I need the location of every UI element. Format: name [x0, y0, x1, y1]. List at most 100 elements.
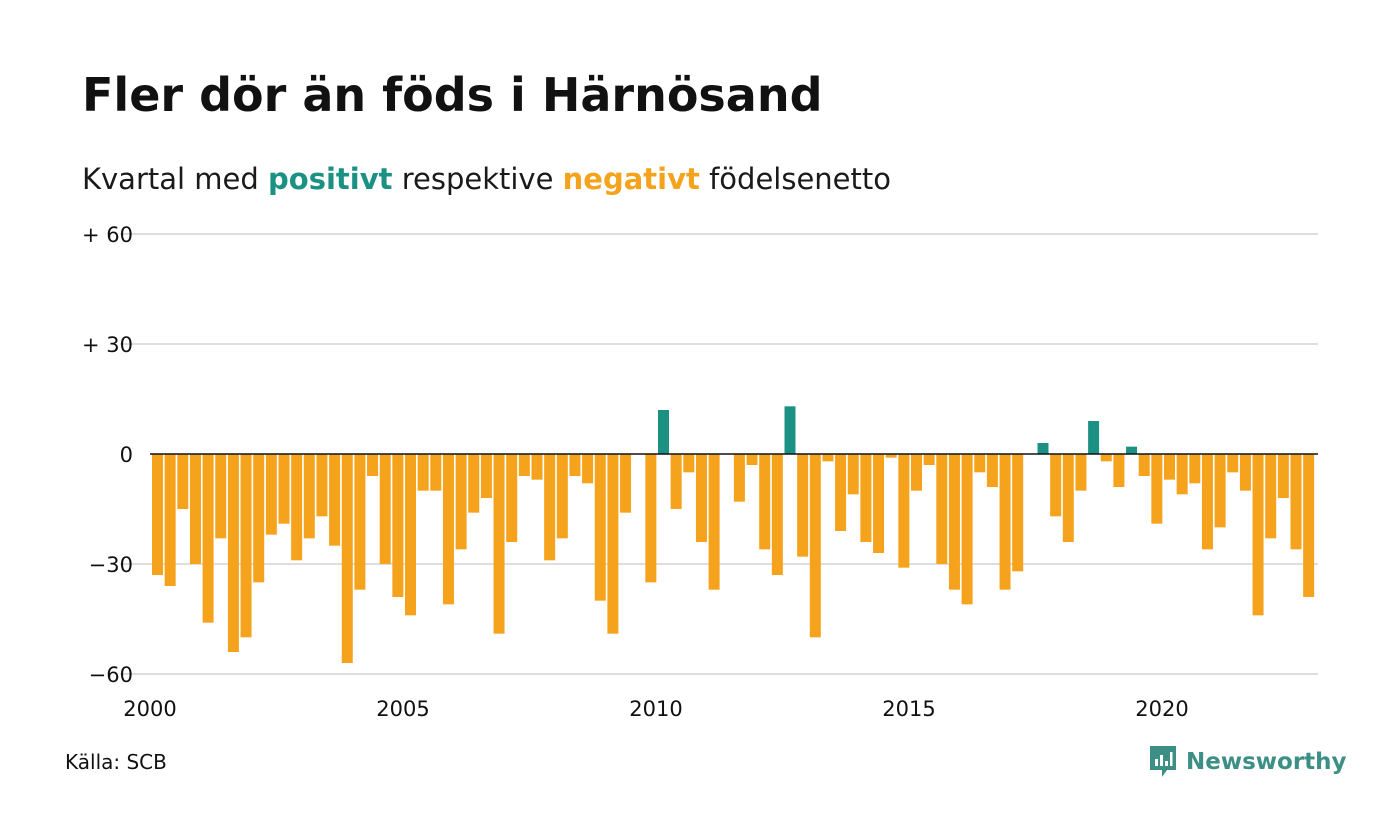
x-tick-label: 2010	[629, 697, 682, 721]
bar-negative	[1277, 454, 1289, 498]
bar-negative	[860, 454, 872, 542]
bar-negative	[1100, 454, 1112, 462]
x-tick-label: 2005	[376, 697, 429, 721]
bar-negative	[936, 454, 948, 564]
bar-negative	[923, 454, 935, 465]
bar-negative	[1290, 454, 1302, 550]
bar-negative	[1214, 454, 1226, 528]
bar-negative	[265, 454, 277, 535]
brand-logo[interactable]: Newsworthy	[1148, 744, 1347, 780]
bar-negative	[759, 454, 771, 550]
bar-negative	[506, 454, 518, 542]
chart-title: Fler dör än föds i Härnösand	[82, 68, 823, 122]
bars	[152, 406, 1315, 663]
x-tick-label: 2020	[1135, 697, 1188, 721]
bar-negative	[354, 454, 366, 590]
bar-negative	[417, 454, 429, 491]
x-tick-label: 2015	[882, 697, 935, 721]
bar-negative	[986, 454, 998, 487]
bar-negative	[202, 454, 214, 623]
x-axis-tick-labels: 2000 2005 2010 2015 2020	[123, 697, 1188, 721]
bar-negative	[898, 454, 910, 568]
bar-negative	[493, 454, 505, 634]
y-tick-label: + 30	[82, 333, 133, 357]
bar-negative	[1062, 454, 1074, 542]
x-tick-label: 2000	[123, 697, 176, 721]
source-note: Källa: SCB	[65, 750, 167, 774]
brand-name: Newsworthy	[1186, 749, 1347, 775]
bar-negative	[1227, 454, 1239, 473]
bar-negative	[379, 454, 391, 564]
subtitle-negative: negativt	[562, 162, 700, 196]
bar-negative	[1252, 454, 1264, 616]
bar-negative	[1239, 454, 1251, 491]
bar-negative	[746, 454, 758, 465]
newsworthy-logo-icon	[1150, 746, 1176, 777]
bar-negative	[620, 454, 632, 513]
bar-negative	[1164, 454, 1175, 480]
bar-negative	[670, 454, 682, 509]
bar-positive	[784, 406, 796, 454]
bar-negative	[948, 454, 960, 590]
bar-negative	[873, 454, 885, 553]
bar-negative	[341, 454, 353, 663]
bar-negative	[367, 454, 379, 476]
bar-negative	[607, 454, 619, 634]
bar-negative	[847, 454, 859, 495]
bar-negative	[152, 454, 163, 575]
bar-negative	[822, 454, 834, 462]
bar-negative	[835, 454, 847, 531]
bar-negative	[215, 454, 227, 539]
y-tick-label: −30	[89, 553, 133, 577]
y-tick-label: + 60	[82, 223, 133, 247]
bar-negative	[1265, 454, 1277, 539]
bar-negative	[392, 454, 404, 597]
bar-negative	[708, 454, 720, 590]
bar-negative	[1189, 454, 1201, 484]
bar-positive	[1088, 421, 1100, 454]
bar-negative	[1050, 454, 1062, 517]
bar-negative	[1201, 454, 1213, 550]
bar-negative	[329, 454, 341, 546]
bar-negative	[885, 454, 897, 458]
bar-negative	[556, 454, 568, 539]
bar-negative	[531, 454, 543, 480]
bar-negative	[569, 454, 581, 476]
bar-negative	[733, 454, 745, 502]
bar-negative	[1176, 454, 1188, 495]
chart-subtitle: Kvartal med positivt respektive negativt…	[82, 162, 891, 196]
y-axis-tick-labels: + 60 + 30 0 −30 −60	[82, 223, 133, 687]
bar-negative	[911, 454, 922, 491]
bar-negative	[683, 454, 695, 473]
bar-negative	[974, 454, 986, 473]
bar-negative	[1012, 454, 1024, 572]
bar-negative	[442, 454, 454, 605]
bar-negative	[1151, 454, 1163, 524]
bar-negative	[303, 454, 315, 539]
bar-negative	[316, 454, 328, 517]
bar-negative	[1138, 454, 1150, 476]
bar-negative	[405, 454, 416, 616]
bar-negative	[582, 454, 594, 484]
bar-positive	[1037, 443, 1049, 454]
bar-negative	[240, 454, 252, 638]
bar-negative	[468, 454, 480, 513]
bar-negative	[189, 454, 201, 564]
bar-negative	[164, 454, 176, 586]
bar-negative	[544, 454, 556, 561]
bar-negative	[695, 454, 707, 542]
subtitle-prefix: Kvartal med	[82, 162, 269, 196]
bar-negative	[278, 454, 290, 524]
bar-negative	[1113, 454, 1125, 487]
bar-negative	[797, 454, 809, 557]
bar-negative	[645, 454, 657, 583]
subtitle-middle: respektive	[392, 162, 563, 196]
bar-negative	[518, 454, 530, 476]
bar-negative	[1303, 454, 1315, 597]
bar-negative	[291, 454, 303, 561]
bar-negative	[809, 454, 821, 638]
bar-negative	[961, 454, 973, 605]
bar-positive	[1126, 446, 1138, 454]
bar-negative	[999, 454, 1011, 590]
